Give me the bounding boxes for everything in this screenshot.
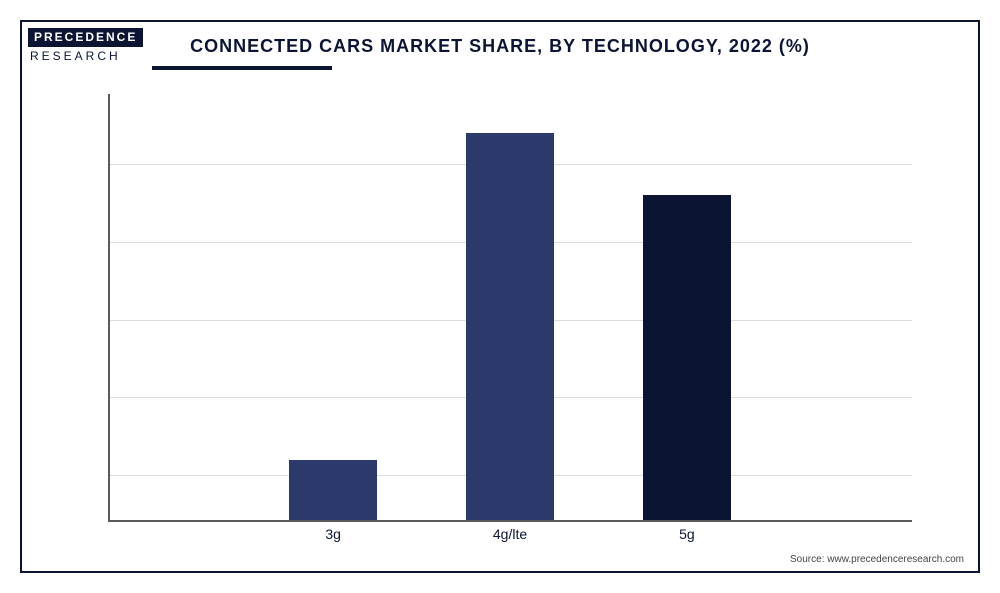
chart-frame: PRECEDENCE RESEARCH CONNECTED CARS MARKE… <box>20 20 980 573</box>
x-label: 5g <box>679 526 695 542</box>
x-label: 3g <box>325 526 341 542</box>
bar-5g <box>643 195 731 522</box>
x-axis <box>108 520 912 522</box>
outer-margin: PRECEDENCE RESEARCH CONNECTED CARS MARKE… <box>0 0 1000 593</box>
chart-title: CONNECTED CARS MARKET SHARE, BY TECHNOLO… <box>22 36 978 57</box>
x-label: 4g/lte <box>493 526 527 542</box>
source-text: Source: www.precedenceresearch.com <box>790 554 964 565</box>
bar-3g <box>289 460 377 522</box>
y-axis <box>108 94 110 522</box>
plot-area <box>108 94 912 522</box>
title-underline <box>152 66 332 70</box>
x-labels: 3g 4g/lte 5g <box>108 526 912 546</box>
plot-inner <box>108 94 912 522</box>
bar-4g-lte <box>466 133 554 522</box>
